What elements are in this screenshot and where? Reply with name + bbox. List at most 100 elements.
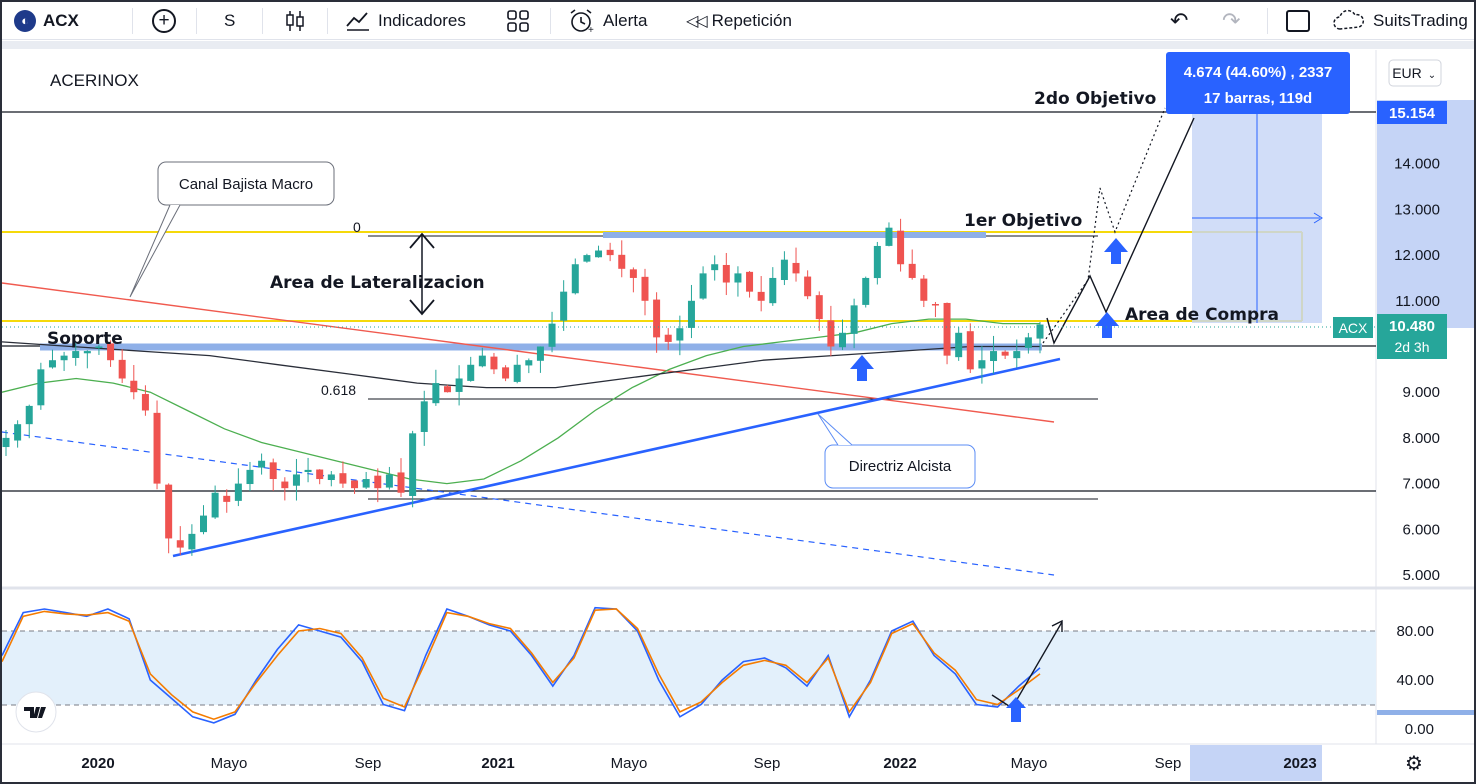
stoch-arrowhead-icon bbox=[1051, 619, 1063, 632]
candle-body bbox=[757, 291, 765, 301]
buy-zone-arrow-icon bbox=[1095, 312, 1119, 338]
candle-body bbox=[595, 250, 603, 258]
candle-body bbox=[118, 359, 126, 379]
stoch-tick: 40.00 bbox=[1396, 672, 1434, 689]
alert-label: Alerta bbox=[603, 11, 648, 30]
candle-body bbox=[746, 271, 754, 292]
candle-body bbox=[525, 360, 533, 366]
candle-body bbox=[676, 328, 684, 341]
settings-gear-icon[interactable]: ⚙ bbox=[1405, 753, 1423, 775]
stoch-buy-arrow-icon bbox=[1006, 697, 1026, 722]
redo-button[interactable]: ↷ bbox=[1222, 2, 1240, 40]
measure-tooltip bbox=[1166, 52, 1350, 114]
candle-body bbox=[943, 302, 951, 356]
layouts-button[interactable] bbox=[506, 2, 530, 40]
time-tick: Mayo bbox=[1011, 755, 1048, 772]
stoch-tick: 0.00 bbox=[1405, 721, 1434, 738]
indicators-button[interactable]: Indicadores bbox=[345, 2, 466, 40]
symbol-selector[interactable]: ◐ ACX bbox=[14, 2, 79, 40]
price-tick: 5.000 bbox=[1402, 567, 1440, 584]
candle-body bbox=[2, 437, 10, 448]
candle-body bbox=[176, 540, 184, 548]
candle-body bbox=[1036, 324, 1044, 339]
time-tick: Sep bbox=[355, 755, 382, 772]
candle-body bbox=[931, 304, 939, 306]
candle-body bbox=[339, 473, 347, 484]
alarm-clock-icon: + bbox=[570, 9, 594, 34]
fib-618-label: 0.618 bbox=[321, 382, 356, 398]
chevron-down-icon: ⌄ bbox=[1428, 70, 1436, 81]
support-label: Soporte bbox=[47, 329, 123, 349]
candle-body bbox=[200, 515, 208, 533]
candle-body bbox=[95, 346, 103, 348]
candle-body bbox=[83, 351, 91, 354]
candle-body bbox=[490, 356, 498, 370]
symbol-tag bbox=[1333, 317, 1373, 338]
toolbar-divider bbox=[2, 41, 1474, 49]
stoch-band bbox=[2, 631, 1376, 705]
candle-body bbox=[560, 291, 568, 321]
candle-body bbox=[327, 474, 335, 481]
candle-body bbox=[536, 346, 544, 361]
undo-button[interactable]: ↶ bbox=[1170, 2, 1188, 40]
candle-body bbox=[583, 255, 591, 262]
candle-body bbox=[897, 230, 905, 265]
lateral-area-label: Area de Lateralizacion bbox=[270, 273, 485, 293]
interval-button[interactable]: S bbox=[224, 2, 235, 40]
candle-body bbox=[502, 367, 510, 379]
replay-button[interactable]: ◁◁ Repetición bbox=[686, 2, 792, 40]
uptrend-line bbox=[172, 357, 1061, 558]
canal-callout-box bbox=[157, 161, 335, 206]
candle-body bbox=[432, 383, 440, 404]
candle-body bbox=[48, 360, 56, 368]
candle-body bbox=[467, 364, 475, 381]
redo-icon: ↷ bbox=[1222, 8, 1241, 33]
candle-body bbox=[72, 351, 80, 358]
symbol-label: ACX bbox=[43, 11, 79, 30]
candle-body bbox=[374, 475, 382, 489]
square-icon bbox=[1286, 10, 1310, 32]
candle-body bbox=[815, 295, 823, 320]
candle-body bbox=[966, 331, 974, 370]
rewind-icon: ◁◁ bbox=[686, 13, 708, 30]
candle-body bbox=[1013, 351, 1021, 359]
candle-body bbox=[385, 474, 393, 488]
stoch-tag-band bbox=[1377, 710, 1474, 715]
time-tick: Sep bbox=[754, 755, 781, 772]
candle-body bbox=[920, 278, 928, 301]
candle-body bbox=[211, 492, 219, 518]
range-arrow-down-icon bbox=[409, 299, 435, 316]
candle-body bbox=[850, 305, 858, 334]
macro-channel-lower-dashed bbox=[2, 431, 1055, 576]
directriz-label: Directriz Alcista bbox=[849, 458, 952, 475]
alert-button[interactable]: + Alerta bbox=[568, 2, 647, 40]
countdown-label: 2d 3h bbox=[1394, 339, 1429, 355]
candle-body bbox=[269, 462, 277, 480]
candle-body bbox=[397, 472, 405, 493]
price-tick: 9.000 bbox=[1402, 384, 1440, 401]
time-tick: Mayo bbox=[611, 755, 648, 772]
candle-body bbox=[362, 479, 370, 488]
compare-button[interactable]: + bbox=[152, 2, 176, 40]
svg-text:+: + bbox=[588, 25, 594, 34]
chart-type-button[interactable] bbox=[284, 2, 306, 40]
time-tick: 2021 bbox=[481, 755, 514, 772]
candle-body bbox=[281, 481, 289, 489]
candle-body bbox=[14, 424, 22, 441]
projection-solid-path bbox=[1046, 117, 1195, 345]
candle-body bbox=[548, 323, 556, 347]
candle-body bbox=[37, 369, 45, 406]
logo-icon: ◐ bbox=[14, 10, 36, 32]
target-price-label: 15.154 bbox=[1389, 105, 1436, 122]
price-tick: 8.000 bbox=[1402, 430, 1440, 447]
candle-body bbox=[316, 469, 324, 480]
candle-body bbox=[792, 262, 800, 274]
objective-arrow-icon bbox=[1104, 238, 1128, 264]
candle-body bbox=[629, 269, 637, 278]
candle-body bbox=[873, 245, 881, 279]
currency-button[interactable] bbox=[1388, 59, 1442, 87]
user-cloud-button[interactable]: SuitsTrading bbox=[1332, 2, 1468, 40]
fullscreen-button[interactable] bbox=[1286, 2, 1310, 40]
symbol-tag-label: ACX bbox=[1339, 320, 1368, 336]
